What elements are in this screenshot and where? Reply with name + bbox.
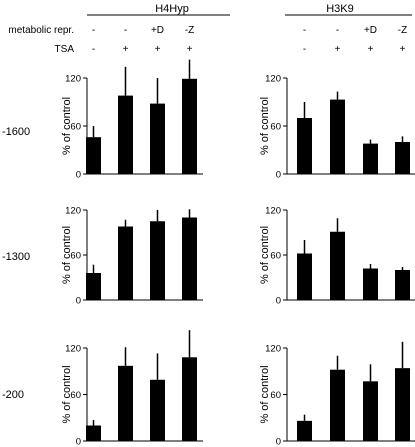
bar xyxy=(182,217,197,300)
tsa-value-h3k9-3: + xyxy=(400,44,406,55)
y-tick-label: 0 xyxy=(76,437,81,447)
bar xyxy=(150,103,165,174)
panel-h4hyp-m200: 0 60 120 % of control xyxy=(61,330,203,447)
y-axis-label: % of control xyxy=(61,365,73,423)
bar xyxy=(395,368,410,441)
bar xyxy=(395,142,410,174)
y-tick-label: 60 xyxy=(270,390,281,401)
panel-h3k9-m1600: 0 60 120 % of control xyxy=(259,74,415,181)
tsa-value-h3k9-0: - xyxy=(303,44,306,55)
y-tick-label: 120 xyxy=(65,344,81,355)
y-axis-label: % of control xyxy=(259,97,271,155)
bar xyxy=(86,425,101,441)
tsa-value-h3k9-1: + xyxy=(335,44,341,55)
metabolic-value-h3k9-1: - xyxy=(336,25,339,36)
y-tick-label: 0 xyxy=(76,170,81,181)
group-header-h3k9: H3K9 xyxy=(326,3,354,15)
bar xyxy=(182,357,197,441)
panel-h3k9-m1300: 0 60 120 % of control xyxy=(259,206,415,307)
row-label: -1300 xyxy=(2,251,30,263)
metabolic-repr-label: metabolic repr. xyxy=(8,25,74,36)
tsa-value-h3k9-2: + xyxy=(368,44,374,55)
group-header-h4hyp: H4Hyp xyxy=(155,3,189,15)
y-tick-label: 0 xyxy=(276,296,281,307)
bar xyxy=(150,379,165,441)
metabolic-value-h3k9-2: +D xyxy=(364,25,377,36)
bar xyxy=(363,268,378,300)
tsa-value-h4hyp-2: + xyxy=(155,44,161,55)
panel-h3k9-m200: 0 60 120 % of control xyxy=(259,341,415,447)
y-tick-label: 0 xyxy=(276,170,281,181)
bar xyxy=(330,231,345,300)
y-tick-label: 60 xyxy=(270,251,281,262)
metabolic-value-h4hyp-3: -Z xyxy=(185,25,194,36)
bar xyxy=(297,118,312,174)
metabolic-value-h4hyp-1: - xyxy=(124,25,127,36)
panel-h4hyp-m1300: 0 60 120 % of control xyxy=(61,206,203,307)
y-tick-label: 120 xyxy=(265,344,281,355)
y-tick-label: 120 xyxy=(265,206,281,217)
y-tick-label: 0 xyxy=(76,296,81,307)
bar xyxy=(86,273,101,300)
tsa-value-h4hyp-0: - xyxy=(92,44,95,55)
y-tick-label: 0 xyxy=(276,437,281,447)
tsa-value-h4hyp-3: + xyxy=(187,44,193,55)
y-tick-label: 120 xyxy=(65,74,81,85)
bar xyxy=(395,270,410,300)
bar xyxy=(86,137,101,174)
bar xyxy=(118,365,133,441)
panel-h4hyp-m1600: 0 60 120 % of control xyxy=(61,59,203,181)
tsa-value-h4hyp-1: + xyxy=(123,44,129,55)
bar xyxy=(297,420,312,441)
y-tick-label: 60 xyxy=(70,390,81,401)
y-axis-label: % of control xyxy=(259,226,271,284)
bar xyxy=(330,369,345,441)
metabolic-value-h4hyp-0: - xyxy=(92,25,95,36)
bar xyxy=(118,226,133,300)
y-tick-label: 60 xyxy=(70,251,81,262)
y-tick-label: 120 xyxy=(65,206,81,217)
bar xyxy=(150,221,165,300)
bar xyxy=(182,78,197,174)
bar xyxy=(297,253,312,300)
metabolic-value-h3k9-0: - xyxy=(303,25,306,36)
row-label: -200 xyxy=(2,389,24,401)
y-tick-label: 60 xyxy=(70,122,81,133)
y-axis-label: % of control xyxy=(259,365,271,423)
metabolic-value-h4hyp-2: +D xyxy=(151,25,164,36)
bar xyxy=(363,381,378,441)
row-label: -1600 xyxy=(2,126,30,138)
y-tick-label: 120 xyxy=(265,74,281,85)
bar xyxy=(330,99,345,174)
bar xyxy=(118,95,133,174)
y-tick-label: 60 xyxy=(270,122,281,133)
metabolic-value-h3k9-3: -Z xyxy=(398,25,407,36)
tsa-label: TSA xyxy=(55,44,75,55)
y-axis-label: % of control xyxy=(61,226,73,284)
y-axis-label: % of control xyxy=(61,97,73,155)
bar xyxy=(363,143,378,174)
